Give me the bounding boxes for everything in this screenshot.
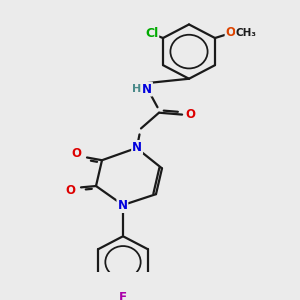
Text: O: O [226, 26, 236, 39]
Text: O: O [71, 147, 81, 160]
Text: CH₃: CH₃ [236, 28, 257, 38]
Text: O: O [65, 184, 75, 196]
Text: F: F [119, 291, 127, 300]
Text: Cl: Cl [145, 27, 158, 40]
Text: N: N [117, 199, 128, 212]
Text: H: H [132, 84, 141, 94]
Text: N: N [142, 82, 152, 96]
Text: N: N [132, 141, 142, 154]
Text: O: O [185, 108, 196, 121]
